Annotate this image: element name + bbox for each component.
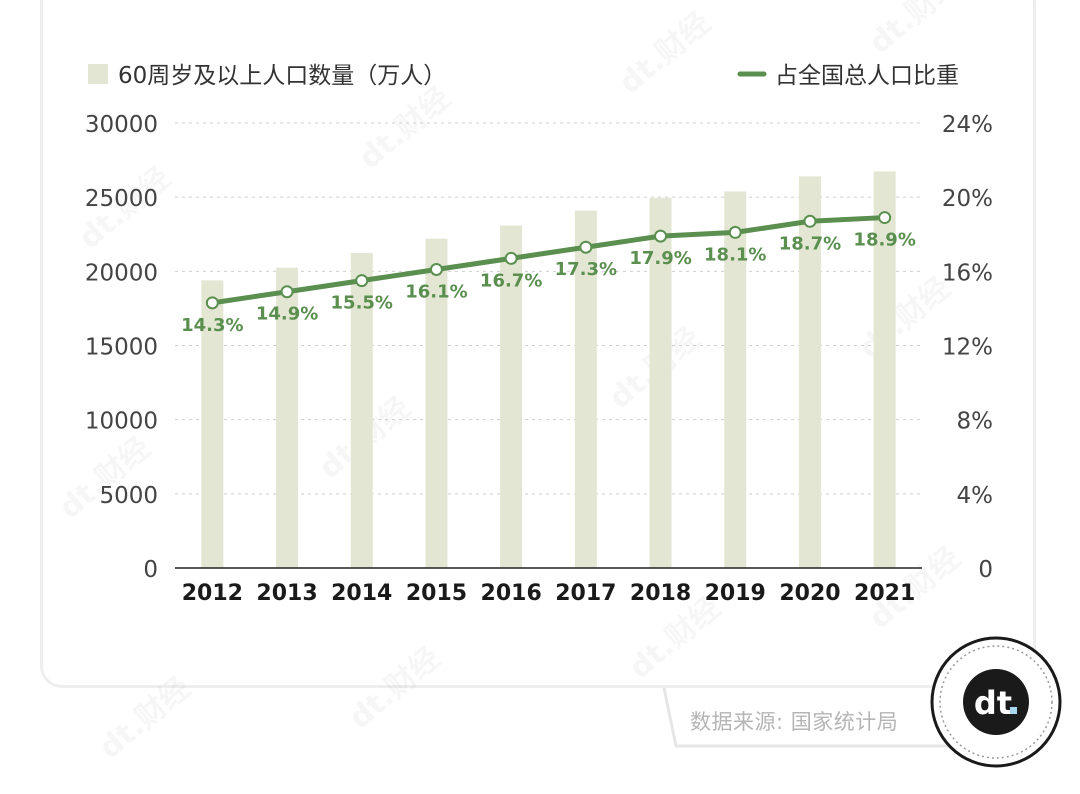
y-left-tick-label: 0 <box>143 557 158 583</box>
data-label: 14.9% <box>256 304 318 325</box>
y-left-tick-label: 20000 <box>85 260 158 286</box>
y-left-tick-label: 15000 <box>85 335 158 361</box>
y-right-tick-label: 4% <box>957 483 994 509</box>
watermark-text: dt.财经 <box>353 80 458 176</box>
x-tick-label: 2019 <box>705 581 766 606</box>
bar <box>500 225 523 568</box>
data-label: 18.9% <box>853 230 915 251</box>
line-point <box>504 251 518 265</box>
watermark-text: dt.财经 <box>343 640 448 736</box>
bar <box>574 210 597 569</box>
line-point <box>205 296 219 310</box>
line-point <box>579 240 593 254</box>
x-tick-label: 2021 <box>854 581 915 606</box>
x-tick-label: 2012 <box>182 581 243 606</box>
source-note: 数据来源: 国家统计局 <box>690 710 899 734</box>
bar <box>873 171 896 568</box>
data-label: 18.7% <box>779 233 841 254</box>
legend-label-bar: 60周岁及以上人口数量（万人） <box>118 63 446 89</box>
line-point <box>654 229 668 243</box>
line-point <box>728 225 742 239</box>
data-label: 17.9% <box>629 248 691 269</box>
data-label: 15.5% <box>331 293 393 314</box>
legend-swatch-bar <box>88 64 108 84</box>
x-tick-label: 2014 <box>331 581 392 606</box>
logo-text: dt <box>974 684 1012 722</box>
x-tick-label: 2020 <box>779 581 840 606</box>
y-left-tick-label: 30000 <box>85 112 158 138</box>
watermark-text: dt.财经 <box>863 0 968 61</box>
axes: 0 5000 10000 15000 20000 25000 30000 0 4% 8% 12% 16… <box>85 112 993 606</box>
y-left-tick-label: 10000 <box>85 409 158 435</box>
gridlines <box>175 122 922 495</box>
x-tick-label: 2017 <box>555 581 616 606</box>
line-point <box>355 274 369 288</box>
line-point <box>803 214 817 228</box>
line-point <box>878 211 892 225</box>
source-tab <box>662 688 960 748</box>
x-tick-label: 2015 <box>406 581 467 606</box>
bar <box>425 238 448 568</box>
data-label: 14.3% <box>181 315 243 336</box>
y-right-tick-label: 8% <box>957 409 994 435</box>
watermark-text: dt.财经 <box>613 5 718 101</box>
data-label: 17.3% <box>555 259 617 280</box>
watermark-text: dt.财经 <box>93 670 198 766</box>
bar <box>276 267 299 568</box>
x-tick-label: 2016 <box>481 581 542 606</box>
line-series: 14.3% 14.9% 15.5% 16.1% 16.7% 17.3% 17.9% 18.1%… <box>181 211 916 336</box>
x-tick-label: 2018 <box>630 581 691 606</box>
y-right-tick-label: 16% <box>942 260 993 286</box>
data-label: 16.1% <box>405 281 467 302</box>
data-label: 16.7% <box>480 270 542 291</box>
x-tick-label: 2013 <box>256 581 317 606</box>
bar <box>724 191 747 569</box>
bar <box>649 197 672 569</box>
data-label: 18.1% <box>704 244 766 265</box>
watermark-text: dt.财经 <box>53 430 158 526</box>
y-left-tick-label: 5000 <box>99 483 158 509</box>
y-right-tick-label: 12% <box>942 335 993 361</box>
bar <box>350 252 373 568</box>
y-right-tick-label: 20% <box>942 186 993 212</box>
y-right-tick-label: 0 <box>978 557 993 583</box>
bar-series <box>201 171 896 569</box>
line-point <box>280 285 294 299</box>
y-left-tick-label: 25000 <box>85 186 158 212</box>
line-point <box>429 262 443 276</box>
legend: 60周岁及以上人口数量（万人） 占全国总人口比重 <box>88 63 959 89</box>
series-line <box>209 215 888 306</box>
legend-label-line: 占全国总人口比重 <box>775 63 959 89</box>
bar <box>201 280 224 568</box>
bar <box>798 176 821 568</box>
brand-logo: dt <box>930 636 1062 768</box>
y-right-tick-label: 24% <box>942 112 993 138</box>
